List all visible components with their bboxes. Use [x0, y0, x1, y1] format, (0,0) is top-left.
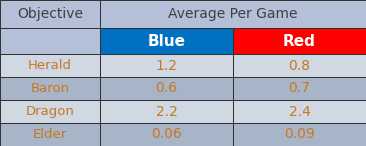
Bar [0, 28, 100, 54]
Bar [0, 54, 100, 77]
Text: Average Per Game: Average Per Game [168, 7, 298, 21]
Text: Blue: Blue [147, 33, 186, 48]
Bar [233, 28, 366, 54]
Text: Red: Red [283, 33, 316, 48]
Bar [233, 54, 366, 77]
Text: Dragon: Dragon [26, 105, 74, 118]
Bar [100, 123, 233, 146]
Text: 2.2: 2.2 [156, 105, 178, 119]
Bar [100, 77, 233, 100]
Text: 0.8: 0.8 [288, 59, 310, 73]
Text: 0.7: 0.7 [288, 81, 310, 95]
Bar [100, 28, 233, 54]
Text: Baron: Baron [30, 82, 70, 95]
Bar [0, 100, 100, 123]
Bar [100, 54, 233, 77]
Bar [100, 100, 233, 123]
Text: 0.6: 0.6 [156, 81, 178, 95]
Bar [100, 0, 366, 28]
Text: 2.4: 2.4 [288, 105, 310, 119]
Text: Elder: Elder [33, 128, 67, 141]
Text: Objective: Objective [17, 7, 83, 21]
Bar [0, 77, 100, 100]
Bar [233, 123, 366, 146]
Bar [0, 0, 100, 28]
Bar [233, 100, 366, 123]
Text: 1.2: 1.2 [156, 59, 178, 73]
Text: 0.06: 0.06 [151, 127, 182, 141]
Text: 0.09: 0.09 [284, 127, 315, 141]
Bar [0, 123, 100, 146]
Bar [233, 77, 366, 100]
Text: Herald: Herald [28, 59, 72, 72]
